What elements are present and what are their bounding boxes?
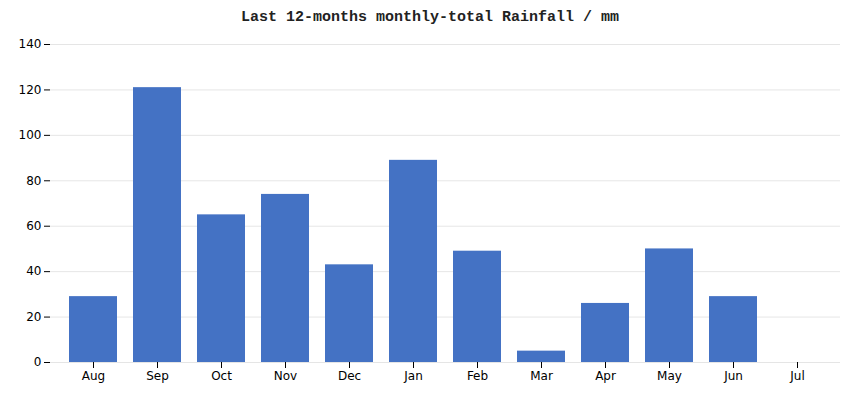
svg-text:40: 40 bbox=[26, 264, 41, 278]
svg-text:Dec: Dec bbox=[338, 369, 361, 383]
svg-text:Apr: Apr bbox=[595, 369, 616, 383]
svg-text:80: 80 bbox=[26, 174, 41, 188]
svg-text:May: May bbox=[657, 369, 682, 383]
svg-text:140: 140 bbox=[19, 37, 42, 51]
svg-text:Jun: Jun bbox=[723, 369, 743, 383]
svg-text:100: 100 bbox=[19, 128, 42, 142]
svg-text:Jan: Jan bbox=[403, 369, 423, 383]
svg-text:Nov: Nov bbox=[274, 369, 297, 383]
svg-text:Mar: Mar bbox=[530, 369, 553, 383]
svg-text:60: 60 bbox=[26, 219, 41, 233]
svg-text:120: 120 bbox=[19, 83, 42, 97]
svg-text:Aug: Aug bbox=[82, 369, 105, 383]
svg-text:20: 20 bbox=[26, 310, 41, 324]
html-text:Last 12-months monthly-total R: Last 12-months monthly-total Rainfall / … bbox=[241, 9, 619, 26]
svg-text:Jul: Jul bbox=[789, 369, 804, 383]
svg-text:0: 0 bbox=[34, 355, 42, 369]
svg-text:Feb: Feb bbox=[467, 369, 488, 383]
svg-text:Sep: Sep bbox=[146, 369, 169, 383]
svg-text:Oct: Oct bbox=[211, 369, 232, 383]
